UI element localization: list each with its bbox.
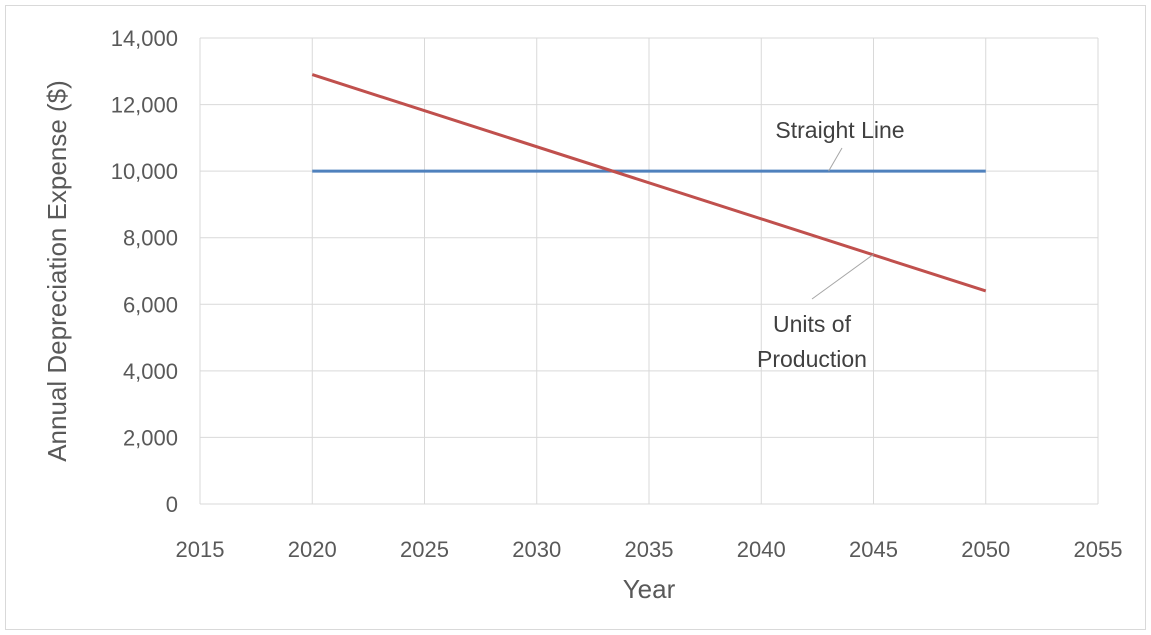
x-tick-label: 2055 (1074, 537, 1123, 562)
y-tick-label: 2,000 (123, 425, 178, 450)
y-axis-tick-labels: 0 2,000 4,000 6,000 8,000 10,000 12,000 14,000 (111, 26, 178, 517)
annotations: Straight Line Units of Production (757, 117, 905, 372)
gridlines (199, 37, 1099, 505)
chart-frame (5, 5, 1146, 630)
x-tick-label: 2020 (288, 537, 337, 562)
x-tick-label: 2050 (961, 537, 1010, 562)
x-tick-label: 2035 (625, 537, 674, 562)
x-tick-label: 2030 (512, 537, 561, 562)
y-tick-label: 10,000 (111, 159, 178, 184)
y-tick-label: 12,000 (111, 93, 178, 118)
x-tick-label: 2040 (737, 537, 786, 562)
x-axis-tick-labels: 2015 2020 2025 2030 2035 2040 2045 2050 2055 (176, 537, 1123, 562)
y-tick-label: 8,000 (123, 226, 178, 251)
y-axis-title: Annual Depreciation Expense ($) (42, 80, 72, 462)
x-tick-label: 2025 (400, 537, 449, 562)
y-tick-label: 0 (166, 492, 178, 517)
y-tick-label: 4,000 (123, 359, 178, 384)
annotation-leader-line (828, 147, 843, 172)
annotation-label: Units of (773, 311, 852, 337)
annotation-label: Straight Line (775, 117, 904, 143)
annotation-leader-line (811, 253, 874, 300)
y-tick-label: 6,000 (123, 292, 178, 317)
y-tick-label: 14,000 (111, 26, 178, 51)
x-axis-title: Year (623, 574, 676, 604)
x-tick-label: 2045 (849, 537, 898, 562)
x-tick-label: 2015 (176, 537, 225, 562)
annotation-label: Production (757, 346, 867, 372)
